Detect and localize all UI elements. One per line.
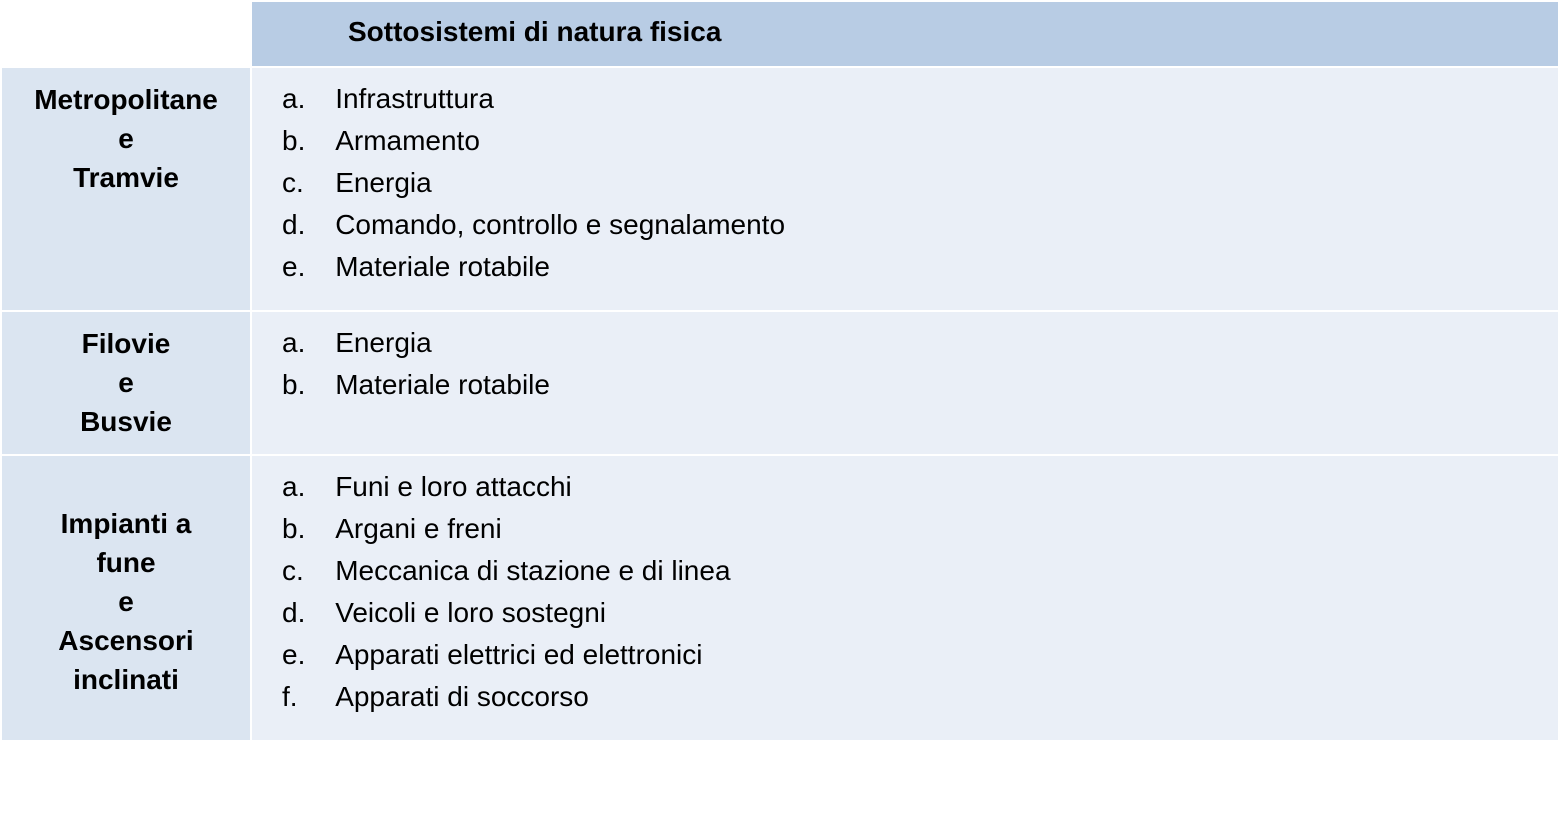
list-item: Apparati elettrici ed elettronici xyxy=(282,634,1548,676)
list-item: Funi e loro attacchi xyxy=(282,466,1548,508)
row-label-line: e xyxy=(118,367,134,398)
table-row: Metropolitane e Tramvie InfrastrutturaArmam… xyxy=(1,67,1559,311)
list-item: Apparati di soccorso xyxy=(282,676,1548,718)
header-empty-cell xyxy=(1,1,251,67)
row-label-line: e xyxy=(118,123,134,154)
items-list: EnergiaMateriale rotabile xyxy=(282,322,1548,406)
row-label: Filovie e Busvie xyxy=(1,311,251,455)
row-label-line: inclinati xyxy=(73,664,179,695)
list-item: Materiale rotabile xyxy=(282,364,1548,406)
row-items: InfrastrutturaArmamentoEnergiaComando, c… xyxy=(251,67,1559,311)
header-row: Sottosistemi di natura fisica xyxy=(1,1,1559,67)
list-item: Energia xyxy=(282,322,1548,364)
row-items: Funi e loro attacchiArgani e freniMeccan… xyxy=(251,455,1559,741)
row-label-line: Busvie xyxy=(80,406,172,437)
row-label: Impianti a fune e Ascensori inclinati xyxy=(1,455,251,741)
list-item: Argani e freni xyxy=(282,508,1548,550)
list-item: Materiale rotabile xyxy=(282,246,1548,288)
list-item: Infrastruttura xyxy=(282,78,1548,120)
list-item: Veicoli e loro sostegni xyxy=(282,592,1548,634)
items-list: InfrastrutturaArmamentoEnergiaComando, c… xyxy=(282,78,1548,288)
row-label: Metropolitane e Tramvie xyxy=(1,67,251,311)
header-title: Sottosistemi di natura fisica xyxy=(251,1,1559,67)
row-label-line: Filovie xyxy=(82,328,171,359)
subsystems-table: Sottosistemi di natura fisica Metropolit… xyxy=(0,0,1560,742)
row-label-line: Ascensori xyxy=(58,625,193,656)
row-label-line: Tramvie xyxy=(73,162,179,193)
row-items: EnergiaMateriale rotabile xyxy=(251,311,1559,455)
table-row: Impianti a fune e Ascensori inclinati Funi e … xyxy=(1,455,1559,741)
items-list: Funi e loro attacchiArgani e freniMeccan… xyxy=(282,466,1548,718)
list-item: Meccanica di stazione e di linea xyxy=(282,550,1548,592)
row-label-line: e xyxy=(118,586,134,617)
row-label-line: fune xyxy=(96,547,155,578)
list-item: Comando, controllo e segnalamento xyxy=(282,204,1548,246)
list-item: Armamento xyxy=(282,120,1548,162)
table-body: Metropolitane e Tramvie InfrastrutturaArmam… xyxy=(1,67,1559,741)
list-item: Energia xyxy=(282,162,1548,204)
row-label-line: Metropolitane xyxy=(34,84,218,115)
table-row: Filovie e Busvie EnergiaMateriale rotabile xyxy=(1,311,1559,455)
row-label-line: Impianti a xyxy=(61,508,192,539)
